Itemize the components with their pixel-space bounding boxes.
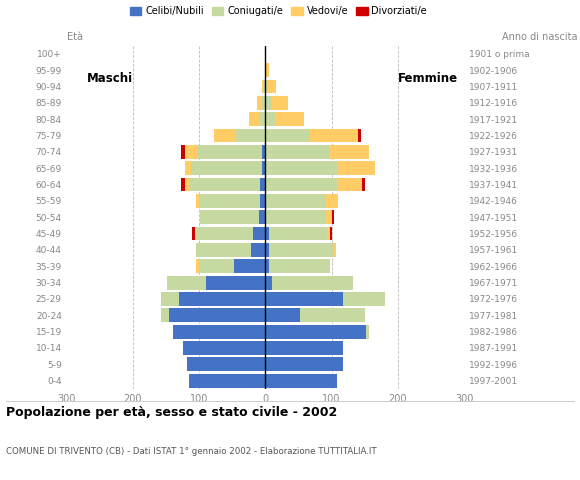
Text: Anno di nascita: Anno di nascita — [502, 32, 577, 42]
Bar — [251, 243, 266, 257]
Bar — [330, 145, 369, 159]
Bar — [187, 357, 266, 371]
Bar — [266, 259, 269, 273]
Bar — [272, 276, 353, 289]
Bar — [276, 112, 304, 126]
Bar — [185, 178, 188, 192]
Bar — [266, 112, 275, 126]
Bar — [329, 227, 332, 240]
Bar — [262, 96, 266, 110]
Bar — [266, 63, 269, 77]
Legend: Celibi/Nubili, Coniugati/e, Vedovi/e, Divorziati/e: Celibi/Nubili, Coniugati/e, Vedovi/e, Di… — [126, 2, 431, 20]
Bar — [215, 129, 235, 143]
Bar — [262, 80, 264, 94]
Bar — [266, 161, 337, 175]
Bar — [266, 308, 300, 322]
Bar — [180, 145, 185, 159]
Bar — [161, 308, 169, 322]
Text: COMUNE DI TRIVENTO (CB) - Dati ISTAT 1° gennaio 2002 - Elaborazione TUTTITALIA.I: COMUNE DI TRIVENTO (CB) - Dati ISTAT 1° … — [6, 447, 376, 456]
Bar — [259, 210, 266, 224]
Bar — [188, 178, 260, 192]
Bar — [310, 129, 358, 143]
Bar — [266, 96, 272, 110]
Bar — [197, 145, 262, 159]
Bar — [266, 178, 337, 192]
Bar — [197, 243, 251, 257]
Bar — [366, 324, 369, 338]
Bar — [266, 210, 327, 224]
Bar — [260, 178, 266, 192]
Bar — [259, 112, 266, 126]
Bar — [337, 161, 375, 175]
Bar — [260, 194, 266, 208]
Bar — [262, 145, 266, 159]
Bar — [266, 80, 267, 94]
Bar — [234, 259, 266, 273]
Bar — [253, 227, 266, 240]
Bar — [257, 96, 262, 110]
Bar — [327, 194, 338, 208]
Text: Maschi: Maschi — [86, 72, 133, 85]
Bar — [332, 210, 334, 224]
Bar — [269, 227, 327, 240]
Bar — [300, 308, 365, 322]
Bar — [337, 178, 362, 192]
Bar — [266, 243, 269, 257]
Text: Femmine: Femmine — [398, 72, 458, 85]
Bar — [327, 210, 332, 224]
Bar — [199, 194, 260, 208]
Bar — [266, 374, 337, 387]
Bar — [169, 308, 266, 322]
Bar — [179, 292, 266, 306]
Bar — [168, 276, 206, 289]
Bar — [206, 276, 266, 289]
Bar — [266, 129, 310, 143]
Bar — [269, 243, 334, 257]
Bar — [192, 227, 195, 240]
Bar — [196, 194, 199, 208]
Bar — [195, 227, 253, 240]
Bar — [266, 357, 343, 371]
Bar — [266, 145, 330, 159]
Bar — [183, 341, 266, 355]
Bar — [334, 243, 336, 257]
Bar — [266, 276, 272, 289]
Bar — [266, 324, 366, 338]
Bar — [266, 341, 343, 355]
Bar — [197, 259, 199, 273]
Bar — [235, 129, 266, 143]
Bar — [190, 161, 262, 175]
Bar — [266, 292, 343, 306]
Bar — [161, 292, 179, 306]
Bar — [327, 227, 329, 240]
Bar — [362, 178, 365, 192]
Bar — [173, 324, 266, 338]
Bar — [264, 80, 266, 94]
Bar — [267, 80, 276, 94]
Bar — [266, 194, 327, 208]
Bar — [185, 161, 190, 175]
Bar — [249, 112, 259, 126]
Bar — [269, 259, 329, 273]
Text: Popolazione per età, sesso e stato civile - 2002: Popolazione per età, sesso e stato civil… — [6, 406, 337, 419]
Bar — [199, 259, 234, 273]
Bar — [262, 161, 266, 175]
Bar — [180, 178, 185, 192]
Bar — [266, 227, 269, 240]
Bar — [272, 96, 288, 110]
Bar — [185, 145, 197, 159]
Bar — [201, 210, 259, 224]
Bar — [343, 292, 385, 306]
Bar — [189, 374, 266, 387]
Bar — [358, 129, 361, 143]
Text: Età: Età — [67, 32, 83, 42]
